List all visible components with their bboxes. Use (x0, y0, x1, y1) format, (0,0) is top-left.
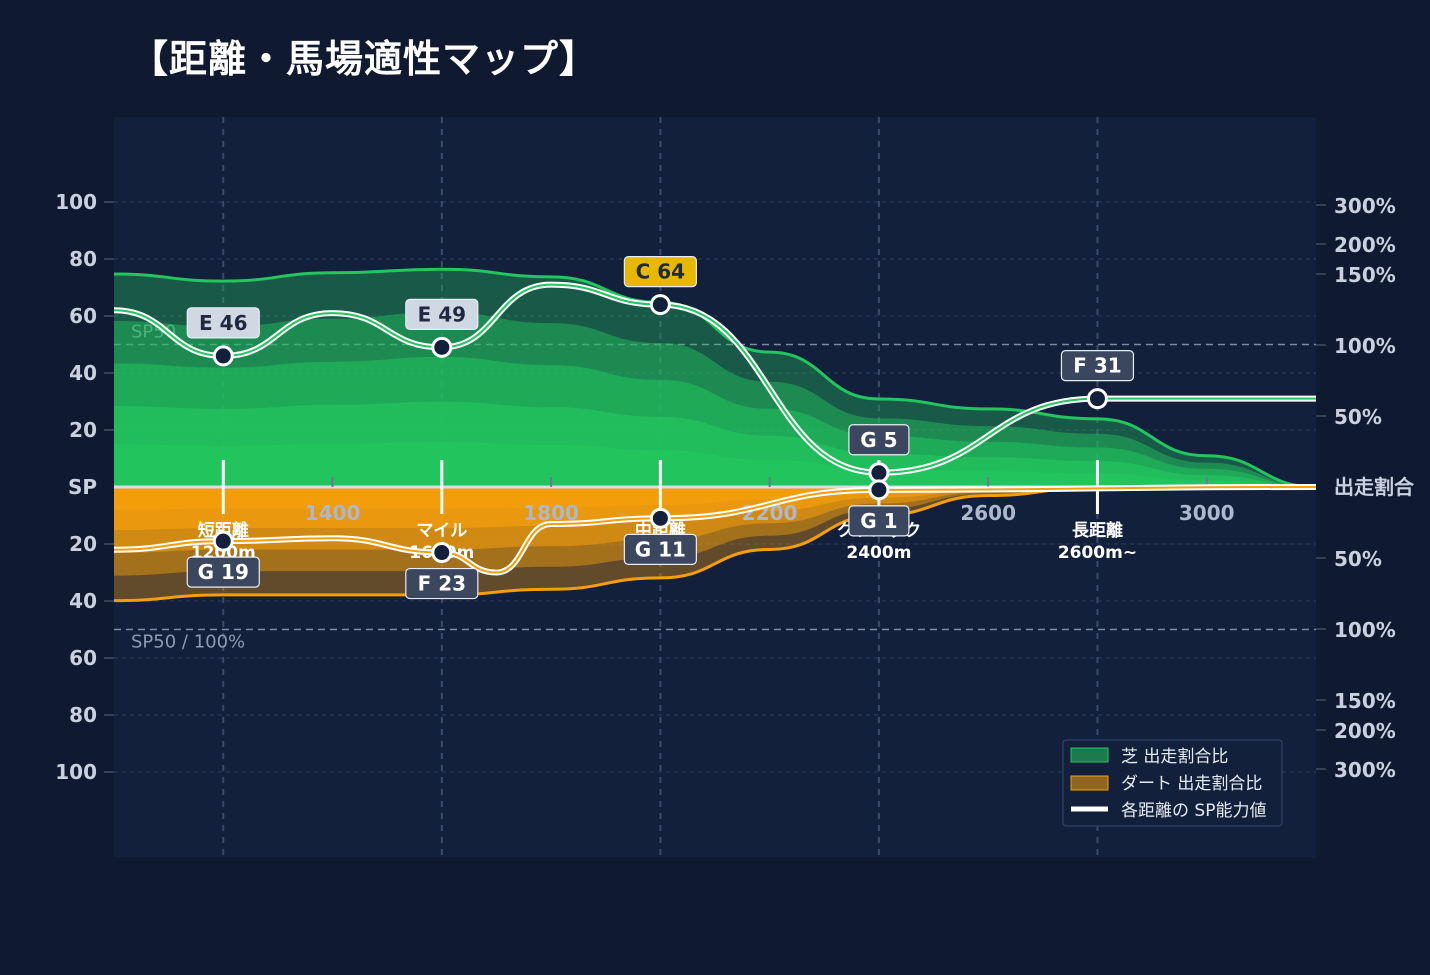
left-tick-label: 80 (69, 247, 97, 271)
distance-category-name: 長距離 (1072, 520, 1123, 541)
right-center-label: 出走割合 (1334, 475, 1415, 499)
right-tick-label: 50% (1334, 547, 1382, 571)
right-tick-label: 300% (1334, 194, 1396, 218)
grade-badge (623, 256, 697, 288)
distance-category-range: 2400m (846, 543, 911, 563)
dirt-area-band (114, 487, 1316, 510)
left-tick-label: 40 (69, 589, 97, 613)
right-tick-label: 150% (1334, 263, 1396, 287)
grade-badge (1060, 350, 1135, 382)
grade-badge-text: G 1 (860, 509, 897, 533)
grade-badge-text: G 11 (635, 537, 686, 561)
left-tick-label: 20 (69, 532, 97, 556)
sp-point (649, 507, 671, 529)
dirt-sp-line (114, 486, 1316, 574)
sp-point (1086, 388, 1108, 410)
grade-badge-text: E 49 (418, 302, 466, 326)
sp-point (212, 345, 234, 367)
turf-area-outline (114, 267, 1316, 489)
grade-badge (848, 424, 910, 456)
grade-badge (405, 298, 479, 330)
markers: E 46 E 49 C 64 G 5 F 31 G 19 F 23 G 11 G 1 (186, 256, 1135, 600)
legend-label: 各距離の SP能力値 (1121, 801, 1266, 821)
grade-badge-text: C 64 (636, 260, 685, 284)
grade-badge (405, 567, 479, 600)
distance-category-name: マイル (416, 521, 467, 541)
left-tick-label: 100 (55, 760, 97, 784)
right-tick-label: 100% (1334, 334, 1396, 358)
grade-badge-text: E 46 (199, 311, 247, 335)
distance-category-name: 短距離 (198, 520, 249, 541)
left-tick-label: 100 (55, 190, 97, 214)
x-tick-label: 2600 (960, 501, 1016, 525)
grade-badge (186, 307, 260, 339)
sp-point (212, 530, 234, 552)
chart-title: 【距離・馬場適性マップ】 (130, 37, 599, 81)
right-tick-label: 300% (1334, 758, 1396, 782)
legend-swatch-dirt (1070, 775, 1109, 791)
sp-point (431, 542, 453, 564)
sp-point (868, 479, 890, 501)
grade-badge-text: G 5 (860, 428, 897, 452)
left-tick-label: 20 (69, 418, 97, 442)
right-tick-label: 150% (1334, 689, 1396, 713)
left-center-label: SP (68, 475, 97, 499)
grade-badge (848, 505, 910, 537)
x-tick-label: 1400 (305, 501, 361, 525)
legend-swatch-turf (1070, 747, 1109, 763)
grade-badge (186, 556, 260, 588)
legend-box (1062, 739, 1283, 827)
x-tick-label: 3000 (1179, 501, 1235, 525)
reference-label-lower: SP50 / 100% (131, 632, 245, 653)
left-tick-label: 80 (69, 703, 97, 727)
legend-label: 芝 出走割合比 (1121, 747, 1228, 767)
left-tick-label: 60 (69, 304, 97, 328)
grade-badge-text: F 23 (418, 572, 466, 596)
grade-badge-text: F 31 (1073, 354, 1121, 378)
distance-category-range: 2600m~ (1058, 543, 1137, 563)
right-tick-label: 100% (1334, 618, 1396, 642)
legend-label: ダート 出走割合比 (1121, 774, 1262, 794)
sp-point (649, 294, 671, 316)
right-tick-label: 50% (1334, 405, 1382, 429)
left-tick-label: 40 (69, 361, 97, 385)
right-tick-label: 200% (1334, 233, 1396, 257)
grade-badge (623, 533, 697, 565)
sp-point (868, 462, 890, 484)
grade-badge-text: G 19 (198, 560, 249, 584)
sp-lines (114, 281, 1316, 576)
right-tick-label: 200% (1334, 719, 1396, 743)
left-tick-label: 60 (69, 646, 97, 670)
turf-area-band (114, 442, 1316, 487)
sp-point (431, 336, 453, 358)
turf-sp-line (114, 283, 1316, 474)
